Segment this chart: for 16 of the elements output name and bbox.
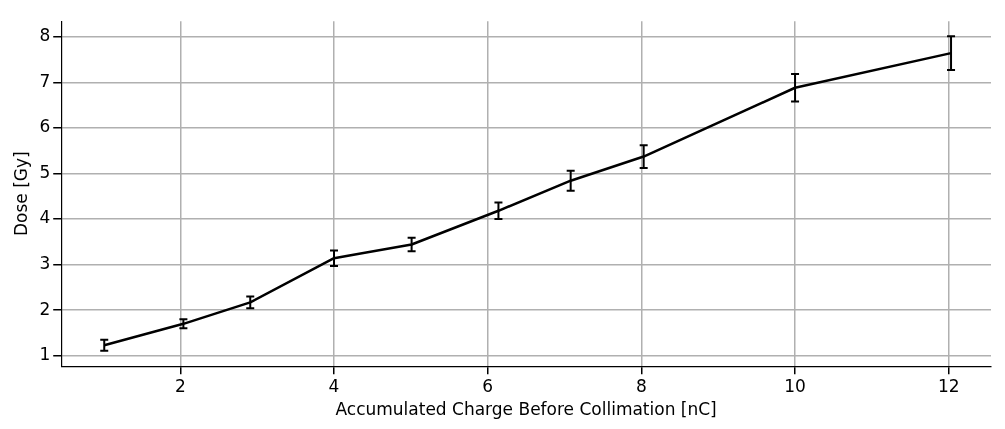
x-tick-label: 2 [174, 375, 186, 396]
y-tick-label: 8 [39, 25, 51, 46]
x-tick-label: 10 [784, 375, 806, 396]
y-tick-label: 5 [39, 161, 51, 182]
y-axis-title: Dose [Gy] [10, 151, 31, 237]
x-tick-label: 4 [328, 375, 340, 396]
y-tick-label: 6 [39, 116, 51, 137]
y-tick-label: 2 [39, 298, 51, 319]
x-axis-title: Accumulated Charge Before Collimation [nC] [335, 399, 717, 420]
y-tick-label: 1 [39, 344, 51, 365]
y-tick-label: 4 [39, 207, 51, 228]
x-tick-label: 8 [635, 375, 647, 396]
x-tick-label: 6 [482, 375, 494, 396]
y-tick-label: 3 [39, 252, 51, 273]
y-tick-label: 7 [39, 70, 51, 91]
x-tick-label: 12 [937, 375, 960, 396]
